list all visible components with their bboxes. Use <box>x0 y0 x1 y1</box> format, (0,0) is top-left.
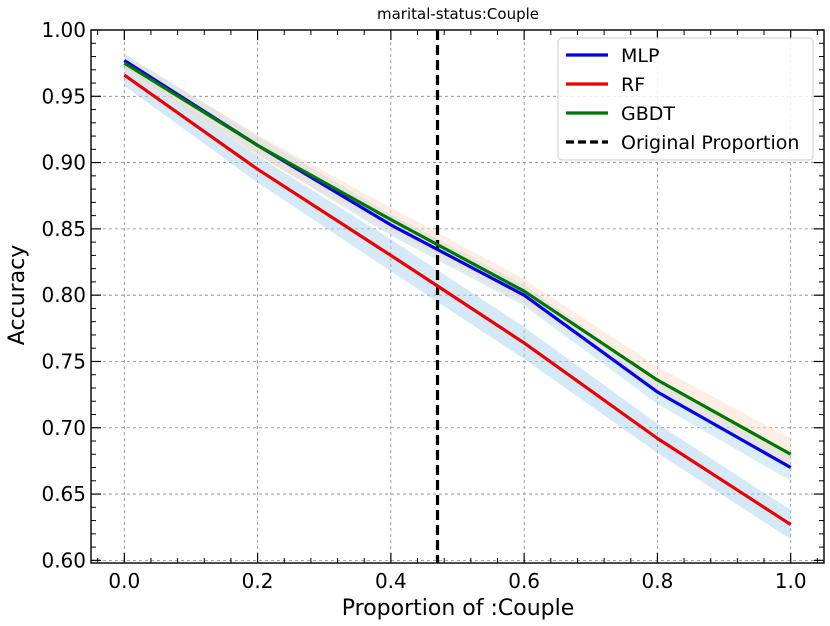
x-tick-label: 0.2 <box>242 569 274 593</box>
y-tick-label: 0.80 <box>41 283 86 307</box>
y-tick-label: 0.75 <box>41 349 86 373</box>
axis-ticks <box>91 29 824 563</box>
legend-box <box>557 37 814 161</box>
y-tick-label: 0.70 <box>41 416 86 440</box>
x-tick-label: 1.0 <box>775 569 807 593</box>
y-tick-label: 0.65 <box>41 482 86 506</box>
y-tick-label: 0.90 <box>41 151 86 175</box>
y-axis-title: Accuracy <box>5 245 30 345</box>
series-line-gbdt <box>123 61 792 456</box>
band-mlp <box>124 53 791 481</box>
legend: MLP RF GBDT Original Proportion <box>557 37 814 161</box>
x-axis-title: Proportion of :Couple <box>342 596 575 621</box>
legend-label-mlp: MLP <box>621 45 659 67</box>
y-tick-label: 1.00 <box>41 18 86 42</box>
series-lines <box>123 59 792 526</box>
band-rf <box>124 64 791 540</box>
x-tick-label: 0.0 <box>108 569 140 593</box>
legend-label-original-proportion: Original Proportion <box>621 132 799 154</box>
series-line-rf <box>123 73 792 526</box>
legend-label-rf: RF <box>621 74 645 96</box>
tick-labels: 0.0 0.2 0.4 0.6 0.8 1.0 0.60 0.65 0.70 0.75 0.80 0.… <box>41 18 806 593</box>
x-tick-label: 0.4 <box>375 569 407 593</box>
x-tick-label: 0.8 <box>642 569 674 593</box>
y-tick-label: 0.95 <box>41 84 86 108</box>
x-tick-label: 0.6 <box>508 569 540 593</box>
plot-frame <box>90 29 825 564</box>
y-tick-label: 0.60 <box>41 548 86 572</box>
legend-label-gbdt: GBDT <box>621 103 675 125</box>
y-tick-label: 0.85 <box>41 217 86 241</box>
chart-title: marital-status:Couple <box>377 5 539 23</box>
